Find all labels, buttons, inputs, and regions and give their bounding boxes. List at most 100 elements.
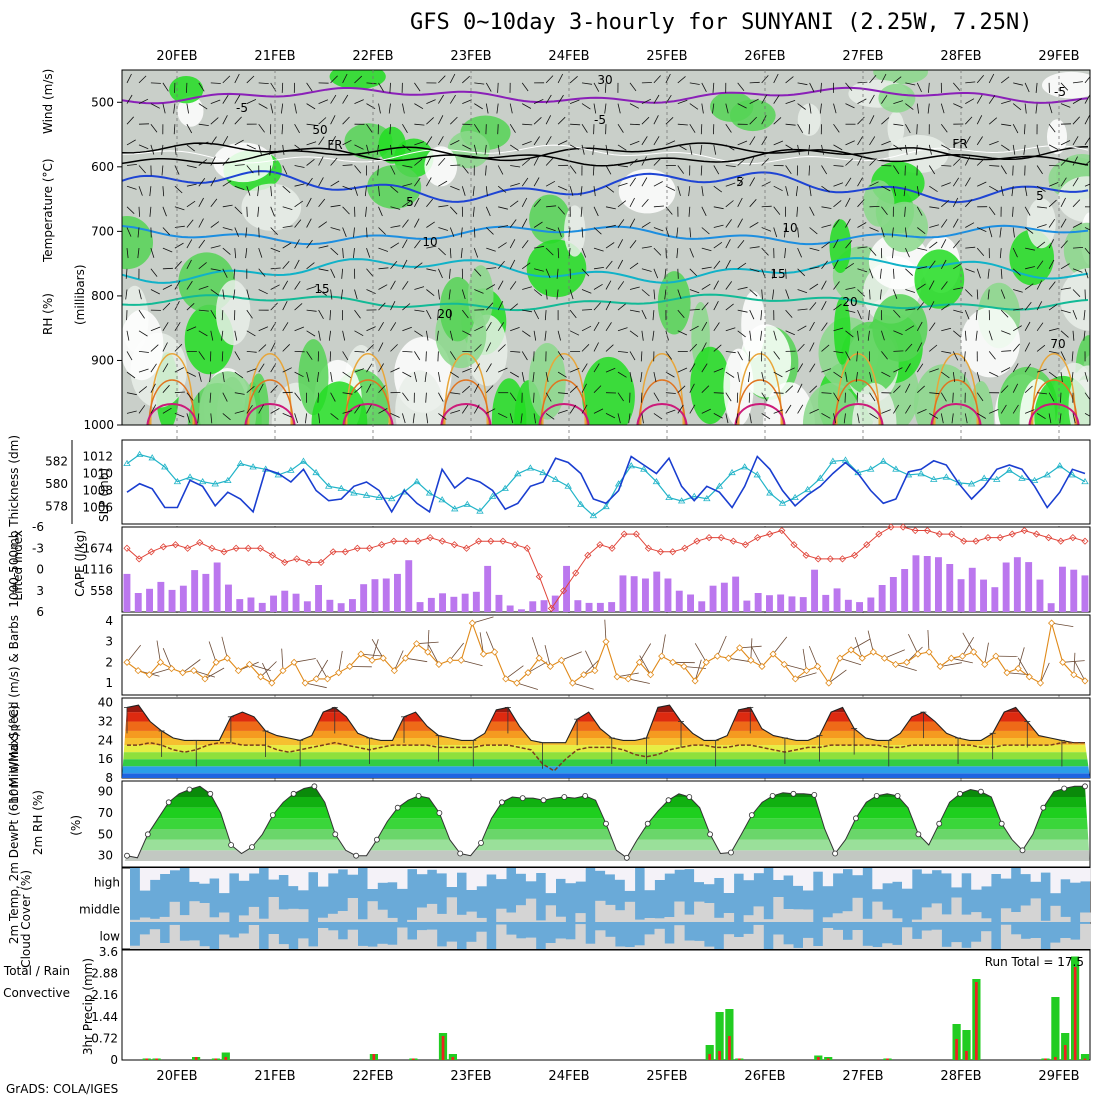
wind-barb — [473, 123, 481, 133]
wind-speed-point — [279, 667, 287, 675]
wind-barb — [318, 117, 327, 125]
wind-barb — [162, 648, 172, 669]
wind-barb — [797, 144, 800, 155]
cloud-cell — [159, 916, 170, 922]
wind-barb — [1012, 206, 1014, 217]
wind-barb — [450, 116, 458, 125]
wind-barb — [881, 140, 891, 146]
wind-barb — [797, 325, 807, 332]
cloud-cell — [634, 945, 645, 949]
wind-barb — [917, 283, 926, 290]
wind-barb — [1048, 281, 1056, 290]
cape-bar — [349, 599, 356, 612]
wind-speed-point — [179, 669, 187, 677]
cloud-cell — [159, 868, 170, 874]
thickness-point — [224, 476, 232, 483]
date-label-top: 27FEB — [842, 49, 883, 64]
cape-bar — [146, 588, 153, 612]
wind-barb — [425, 351, 427, 362]
rh-point — [228, 842, 235, 848]
slp-tick: 1008 — [82, 484, 113, 498]
li-point — [171, 541, 180, 549]
wind-frame — [121, 614, 1091, 696]
cloud-cell — [347, 898, 358, 922]
cloud-cell — [654, 868, 665, 880]
wind-barb — [917, 247, 928, 251]
wind-barb — [653, 94, 660, 104]
wind-barb — [929, 224, 940, 228]
li-point — [923, 526, 931, 535]
wind-barb — [246, 165, 254, 174]
wind-barb — [330, 180, 340, 187]
wind-barb — [773, 409, 784, 414]
wind-barb — [749, 413, 752, 424]
wind-barb — [498, 206, 508, 210]
wind-barb — [809, 186, 812, 197]
wind-speed-point — [223, 654, 231, 662]
wind-barb — [1040, 662, 1050, 684]
wind-barb — [282, 413, 293, 418]
wind-barb — [533, 351, 535, 362]
wind-barb — [809, 247, 820, 251]
wind-barb — [1017, 647, 1025, 669]
thickness-point — [514, 470, 522, 477]
wind-barb — [414, 177, 421, 187]
date-label-top: 20FEB — [156, 49, 197, 64]
wind-barb — [509, 239, 516, 249]
wind-barb — [809, 82, 815, 93]
wind-barb — [689, 383, 695, 393]
wind-barb — [460, 248, 463, 259]
wind-barb — [976, 392, 984, 402]
wind-barb — [1074, 661, 1086, 682]
cloud-cell — [713, 868, 725, 878]
wind-barb — [1060, 177, 1067, 187]
cloud-cell — [436, 946, 448, 949]
chart-title: GFS 0~10day 3-hourly for SUNYANI (2.25W,… — [410, 10, 1033, 35]
wind-barb — [1084, 160, 1090, 166]
cloud-cell — [624, 947, 636, 949]
wind-speed-point — [658, 652, 666, 660]
wind-barb — [366, 326, 376, 332]
wind-barb — [556, 268, 559, 279]
wind-barb — [282, 260, 290, 270]
wind-barb — [282, 185, 291, 194]
wind-barb — [984, 642, 989, 665]
wind-barb — [258, 326, 269, 332]
li-point — [863, 541, 871, 549]
wind-barb — [737, 372, 740, 382]
rh2m-axis-label: 2m RH (%) — [31, 790, 45, 855]
thickness-point — [1030, 476, 1039, 483]
cape-bar — [732, 576, 740, 612]
wind-barb — [294, 200, 304, 208]
wind-barb — [665, 140, 676, 146]
wind-barb — [927, 103, 930, 114]
wind-barb — [389, 124, 391, 135]
cape-bar — [382, 578, 390, 612]
rh-point — [436, 810, 443, 816]
wind-barb — [412, 413, 415, 424]
wind-speed-point — [858, 654, 866, 662]
wind-barb — [881, 371, 891, 378]
wind-barb — [294, 165, 305, 168]
wind-barb — [1024, 186, 1028, 197]
wind-barb — [629, 82, 637, 92]
wind-barb — [186, 392, 194, 401]
wind-barb — [294, 219, 302, 228]
wind-barb — [976, 115, 983, 125]
wind-barb — [917, 385, 925, 393]
wind-barb — [378, 247, 389, 252]
rh-contour — [1028, 403, 1080, 425]
cloud-cell — [961, 914, 972, 922]
wind-barb — [533, 330, 537, 341]
rh-contour — [834, 379, 882, 425]
wind-barb — [306, 82, 313, 92]
thickness-point — [299, 457, 308, 464]
wind-barb — [677, 76, 686, 84]
wind-barb — [234, 185, 245, 190]
cape-bar — [450, 596, 458, 612]
rh-contour — [636, 403, 688, 425]
wind-barb — [186, 371, 196, 377]
date-label-bottom: 20FEB — [156, 1069, 197, 1084]
thickness-point — [438, 496, 446, 503]
wind-barb — [222, 392, 228, 402]
